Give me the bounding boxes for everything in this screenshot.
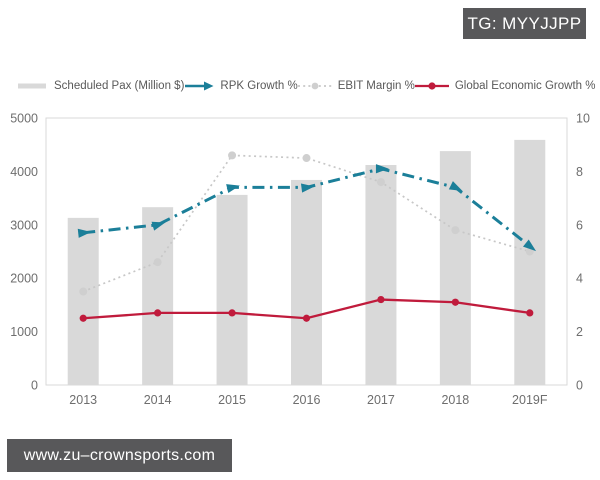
economy-marker-2019F: [526, 309, 534, 317]
tg-tag-badge: TG: MYYJJPP: [463, 8, 586, 39]
bar-2014: [142, 207, 174, 385]
rpk-arrow-marker-2016: [300, 183, 315, 193]
website-badge: www.zu–crownsports.com: [7, 439, 232, 472]
plot-area-border: [45, 117, 568, 386]
legend-item-economic-growth: Global Economic Growth %: [414, 80, 596, 92]
legend-item-rpk-growth: RPK Growth %: [184, 80, 298, 92]
ebit-marker-2018: [451, 226, 460, 235]
rpk-arrow-marker-2015: [226, 184, 240, 194]
x-axis-label-2016: 2016: [293, 393, 321, 407]
bar-2017: [365, 164, 397, 385]
right-axis-tick-0: 0: [576, 379, 583, 393]
legend-label: Global Economic Growth %: [454, 80, 596, 92]
ebit-marker-2014: [153, 258, 162, 267]
left-axis-tick-0: 0: [31, 379, 38, 393]
right-axis-tick-2: 2: [576, 325, 583, 339]
economy-marker-2018: [451, 298, 459, 306]
ebit-dotted-line-icon: [297, 82, 332, 90]
ebit-marker-2015: [228, 151, 237, 160]
legend-label: RPK Growth %: [220, 80, 298, 92]
economy-marker-2013: [79, 314, 87, 322]
bar-2019F: [514, 139, 546, 385]
left-axis-tick-4000: 4000: [10, 165, 38, 179]
left-axis-tick-3000: 3000: [10, 218, 38, 232]
rpk-arrow-line-icon: [185, 81, 214, 91]
legend-label: EBIT Margin %: [337, 80, 415, 92]
x-axis-label-2019F: 2019F: [512, 393, 548, 407]
rpk-arrow-marker-2017: [375, 164, 389, 174]
x-axis-label-2013: 2013: [69, 393, 97, 407]
chart-legend: Scheduled Pax (Million $) RPK Growth % E…: [18, 78, 595, 94]
ebit-marker-2017: [376, 178, 385, 187]
x-axis-label-2018: 2018: [441, 393, 469, 407]
legend-item-scheduled-pax: Scheduled Pax (Million $): [18, 80, 184, 92]
website-text: www.zu–crownsports.com: [23, 446, 216, 464]
economy-marker-2015: [228, 309, 236, 317]
right-axis-tick-10: 10: [576, 112, 590, 126]
legend-item-ebit-margin: EBIT Margin %: [297, 80, 415, 92]
ebit-marker-2013: [79, 287, 88, 296]
economy-marker-2017: [377, 295, 385, 304]
right-axis-tick-4: 4: [576, 272, 583, 286]
left-axis-tick-5000: 5000: [10, 112, 38, 126]
legend-label: Scheduled Pax (Million $): [54, 80, 185, 92]
x-axis-label-2017: 2017: [367, 393, 395, 407]
economy-line-icon: [414, 82, 449, 90]
rpk-arrow-marker-2018: [448, 181, 463, 191]
bar-swatch-icon: [18, 83, 46, 89]
rpk-arrow-marker-2014: [151, 221, 166, 231]
right-axis-tick-8: 8: [576, 165, 583, 179]
rpk-arrow-marker-2013: [77, 228, 92, 238]
right-axis-tick-6: 6: [576, 218, 583, 232]
bar-2015: [216, 194, 248, 385]
economy-marker-2014: [154, 309, 162, 317]
left-axis-tick-1000: 1000: [10, 325, 38, 339]
economy-marker-2016: [302, 314, 311, 322]
tg-tag-text: TG: MYYJJPP: [467, 13, 582, 33]
rpk-arrow-marker-2019F: [523, 239, 537, 252]
ebit-marker-2016: [302, 154, 311, 163]
x-axis-label-2015: 2015: [218, 393, 246, 407]
x-axis-label-2014: 2014: [144, 393, 172, 407]
left-axis-tick-2000: 2000: [10, 272, 38, 286]
bar-2016: [291, 179, 322, 385]
bar-2013: [67, 217, 99, 385]
